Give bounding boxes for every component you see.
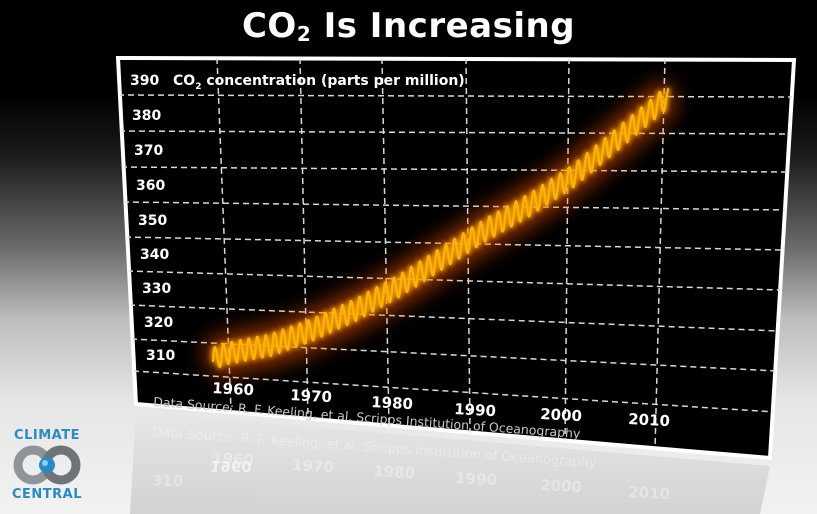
svg-text:310: 310 [152,472,183,490]
svg-text:2000: 2000 [540,476,583,496]
svg-text:1980: 1980 [373,462,416,482]
y-axis-title: CO2 concentration (parts per million) [173,73,465,92]
logo-text-top: CLIMATE [14,428,80,443]
y-tick: 350 [138,213,167,229]
y-tick: 310 [146,348,175,364]
svg-text:1970: 1970 [292,456,335,476]
y-tick: 370 [134,143,163,159]
y-axis-labels: 390 380 370 360 350 340 330 320 310 [130,73,175,364]
x-tick: 1970 [290,386,333,406]
gridlines-horizontal [118,94,793,413]
co2-curve [211,87,670,369]
logo-rings-icon [13,445,81,485]
y-tick: 380 [132,108,161,124]
y-tick: 340 [140,247,169,263]
y-tick: 320 [144,315,173,331]
x-tick: 2000 [540,405,583,425]
x-tick: 1960 [212,379,255,399]
x-tick: 2010 [628,410,671,430]
logo-text-bottom: CENTRAL [11,487,83,502]
y-tick: 330 [142,281,171,297]
y-tick: 360 [136,178,165,194]
x-tick: 1990 [454,400,497,420]
svg-text:2010: 2010 [628,483,671,503]
x-tick: 1980 [371,393,414,413]
svg-text:1990: 1990 [455,469,498,489]
reflection-sheen [130,412,770,514]
page-title: CO2 Is Increasing [241,6,576,46]
climate-central-logo: CLIMATE CENTRAL [6,428,88,502]
x-axis-labels: 1960 1970 1980 1990 2000 2010 [212,379,671,430]
svg-text:1960: 1960 [212,449,255,469]
y-tick: 390 [130,73,159,89]
